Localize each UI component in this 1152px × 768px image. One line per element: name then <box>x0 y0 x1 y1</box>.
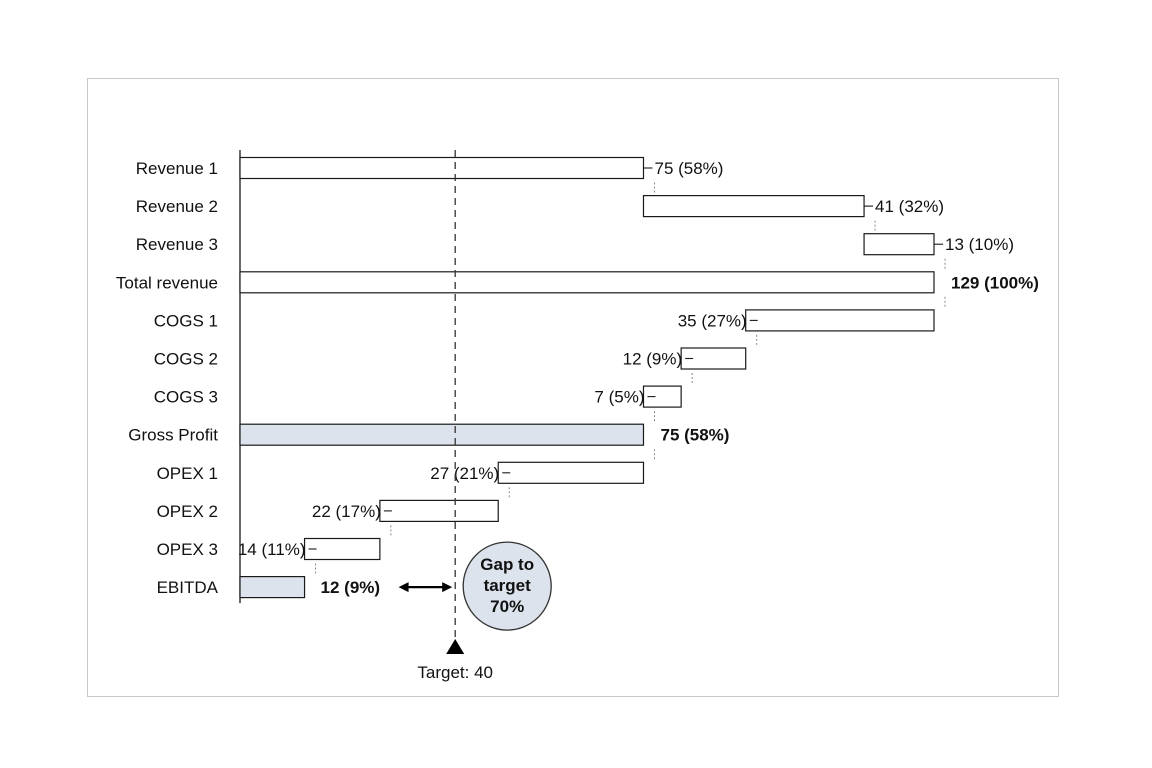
bar <box>680 347 747 370</box>
bar <box>239 156 645 180</box>
value-label: 75 (58%) <box>660 426 729 445</box>
value-label: 12 (9%) <box>623 350 683 369</box>
target-label: Target: 40 <box>417 663 493 682</box>
gap-callout-circle <box>462 541 552 631</box>
value-label: 27 (21%) <box>430 464 499 483</box>
bar <box>379 499 499 522</box>
gap-callout-text: target <box>484 576 532 595</box>
value-label: 14 (11%) <box>238 540 306 559</box>
gap-callout-text: 70% <box>490 597 524 616</box>
gap-callout-text: Gap to <box>480 555 534 574</box>
value-label: 35 (27%) <box>678 311 747 330</box>
category-label: OPEX 3 <box>157 540 218 559</box>
category-label: OPEX 1 <box>157 464 218 483</box>
category-label: Gross Profit <box>128 426 218 445</box>
waterfall-chart: Revenue 1 75 (58%) Revenue 2 41 (32%) Revenu… <box>116 150 1039 682</box>
value-label: 7 (5%) <box>594 388 644 407</box>
category-label: EBITDA <box>157 578 219 597</box>
category-label: COGS 1 <box>154 311 218 330</box>
bar <box>642 194 865 218</box>
value-label: 75 (58%) <box>654 159 723 178</box>
target-marker-triangle <box>446 639 465 654</box>
category-label: Total revenue <box>116 273 218 292</box>
category-label: COGS 2 <box>154 350 218 369</box>
bar <box>497 461 645 484</box>
category-label: COGS 3 <box>154 388 218 407</box>
bar <box>642 385 682 408</box>
category-label: OPEX 2 <box>157 502 218 521</box>
value-label: 12 (9%) <box>321 578 381 597</box>
chart-frame: Revenue 1 75 (58%) Revenue 2 41 (32%) Revenu… <box>87 78 1059 697</box>
bar <box>239 423 645 446</box>
value-label: 13 (10%) <box>945 235 1014 254</box>
bar <box>239 576 306 599</box>
bar <box>303 537 381 561</box>
category-label: Revenue 2 <box>136 197 218 216</box>
bar <box>745 309 935 332</box>
bar <box>863 233 935 256</box>
category-label: Revenue 3 <box>136 235 218 254</box>
gap-arrow-right-head <box>442 582 453 593</box>
category-label: Revenue 1 <box>136 159 218 178</box>
bar <box>239 271 935 294</box>
value-label: 22 (17%) <box>312 502 381 521</box>
value-label: 41 (32%) <box>875 197 944 216</box>
gap-arrow-left-head <box>398 582 409 593</box>
value-label: 129 (100%) <box>951 273 1039 292</box>
